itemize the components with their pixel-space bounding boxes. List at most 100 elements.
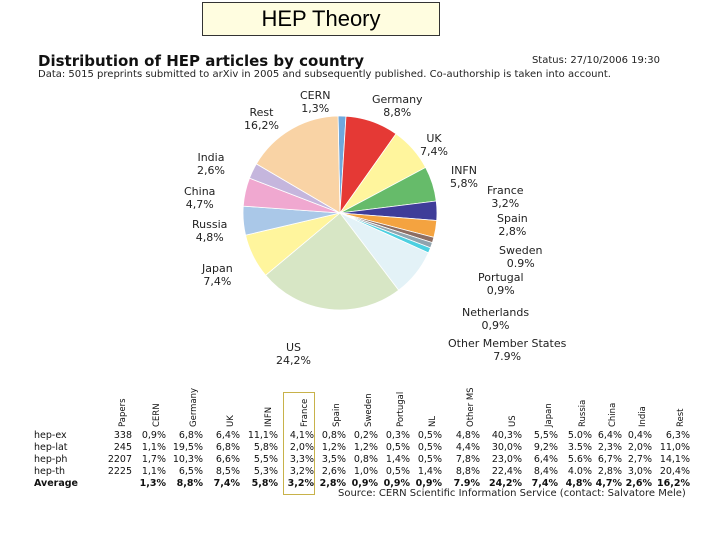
column-header: India: [638, 395, 650, 427]
table-cell: 0,5%: [417, 430, 442, 441]
table-cell: 0,9%: [141, 430, 166, 441]
table-cell: 6,8%: [215, 442, 240, 453]
table-cell: 5,8%: [251, 478, 278, 489]
table-cell: 8,8%: [455, 466, 480, 477]
table-cell: 5,3%: [253, 466, 278, 477]
table-cell: 2,0%: [289, 442, 314, 453]
column-header: Other MS: [466, 387, 478, 427]
slice-label-uk: UK 7,4%: [420, 132, 448, 158]
slice-label-other-ms: Other Member States 7.9%: [448, 337, 566, 363]
table-cell: 1,1%: [141, 442, 166, 453]
slice-label-us: US 24,2%: [276, 341, 311, 367]
row-label: hep-ph: [34, 454, 68, 465]
table-cell: 3.5%: [567, 442, 592, 453]
slice-value-other-ms: 7.9%: [493, 350, 522, 363]
source-text: Source: CERN Scientific Information Serv…: [338, 488, 686, 499]
table-cell: 4,8%: [565, 478, 592, 489]
table-cell: 0,5%: [385, 466, 410, 477]
status-text: Status: 27/10/2006 19:30: [531, 55, 660, 66]
table-cell: 7,4%: [213, 478, 240, 489]
table-cell: 4,8%: [455, 430, 480, 441]
table-cell: 5,5%: [253, 454, 278, 465]
table-cell: 7.9%: [453, 478, 480, 489]
spain-column-highlight: [283, 392, 315, 495]
column-header-label: Sweden: [364, 393, 374, 427]
column-header-label: Portugal: [396, 391, 406, 427]
table-cell: 14,1%: [659, 454, 690, 465]
column-header-label: Germany: [189, 387, 199, 427]
column-header-label: Spain: [332, 403, 342, 427]
table-cell: 4,1%: [289, 430, 314, 441]
table-cell: 5.6%: [567, 454, 592, 465]
table-cell: 1,0%: [353, 466, 378, 477]
column-header: NL: [428, 395, 440, 427]
column-header-label: Papers: [118, 398, 128, 427]
slice-value-china: 4,7%: [185, 198, 214, 211]
slice-name-russia: Russia: [192, 218, 228, 231]
table-cell: 10,3%: [172, 454, 203, 465]
column-header: UK: [226, 395, 238, 427]
table-cell: 7,4%: [531, 478, 558, 489]
slide-title: HEP Theory: [202, 2, 440, 36]
slice-value-japan: 7,4%: [203, 275, 232, 288]
slice-label-japan: Japan 7,4%: [202, 262, 233, 288]
table-cell: 2,3%: [597, 442, 622, 453]
row-label: Average: [34, 478, 78, 489]
table-cell: 24,2%: [489, 478, 522, 489]
slice-label-infn: INFN 5,8%: [450, 164, 478, 190]
table-cell: 2207: [107, 454, 132, 465]
slice-value-spain: 2,8%: [498, 225, 527, 238]
table-cell: 20,4%: [659, 466, 690, 477]
column-header: CERN: [152, 395, 164, 427]
slice-value-uk: 7,4%: [420, 145, 448, 158]
slice-value-germany: 8,8%: [383, 106, 412, 119]
slice-value-rest: 16,2%: [244, 119, 279, 132]
slice-name-uk: UK: [426, 132, 442, 145]
slice-name-india: India: [197, 151, 225, 164]
slice-label-germany: Germany 8,8%: [372, 93, 423, 119]
column-header-label: NL: [428, 415, 438, 427]
table-cell: 0,9%: [415, 478, 442, 489]
table-cell: 11,1%: [247, 430, 278, 441]
table-cell: 6,8%: [178, 430, 203, 441]
slice-name-cern: CERN: [300, 89, 331, 102]
table-cell: 0,9%: [383, 478, 410, 489]
table-cell: 30,0%: [491, 442, 522, 453]
chart-title: Distribution of HEP articles by country: [38, 52, 365, 70]
table-cell: 1,4%: [417, 466, 442, 477]
column-header: INFN: [264, 395, 276, 427]
table-cell: 0,9%: [351, 478, 378, 489]
table-cell: 3,2%: [287, 478, 314, 489]
table-cell: 2,0%: [627, 442, 652, 453]
slice-label-spain: Spain 2,8%: [497, 212, 528, 238]
table-cell: 0,4%: [627, 430, 652, 441]
table-cell: 2,8%: [319, 478, 346, 489]
slice-label-india: India 2,6%: [197, 151, 225, 177]
slice-label-netherlands: Netherlands 0,9%: [462, 306, 529, 332]
slice-name-infn: INFN: [450, 164, 477, 177]
table-cell: 2,6%: [625, 478, 652, 489]
table-cell: 0,5%: [417, 454, 442, 465]
column-header-label: Russia: [578, 399, 588, 427]
table-cell: 9,2%: [533, 442, 558, 453]
pie-slice-us: [265, 212, 400, 311]
table-cell: 6,6%: [215, 454, 240, 465]
slice-label-sweden: Sweden 0.9%: [499, 244, 542, 270]
slice-name-china: China: [184, 185, 216, 198]
table-cell: 1,4%: [385, 454, 410, 465]
table-cell: 245: [113, 442, 132, 453]
slice-value-sweden: 0.9%: [506, 257, 535, 270]
table-cell: 1,2%: [321, 442, 346, 453]
table-cell: 5,5%: [533, 430, 558, 441]
column-header-label: Rest: [676, 408, 686, 427]
slice-value-infn: 5,8%: [450, 177, 478, 190]
slice-value-us: 24,2%: [276, 354, 311, 367]
slice-label-france: France 3,2%: [487, 184, 524, 210]
chart-subtitle: Data: 5015 preprints submitted to arXiv …: [38, 69, 611, 80]
table-cell: 1,3%: [139, 478, 166, 489]
column-header: Japan: [544, 395, 556, 427]
slice-name-spain: Spain: [497, 212, 528, 225]
pie-slice-rest: [255, 115, 341, 214]
column-header: Germany: [189, 388, 201, 427]
table-cell: 5,8%: [253, 442, 278, 453]
